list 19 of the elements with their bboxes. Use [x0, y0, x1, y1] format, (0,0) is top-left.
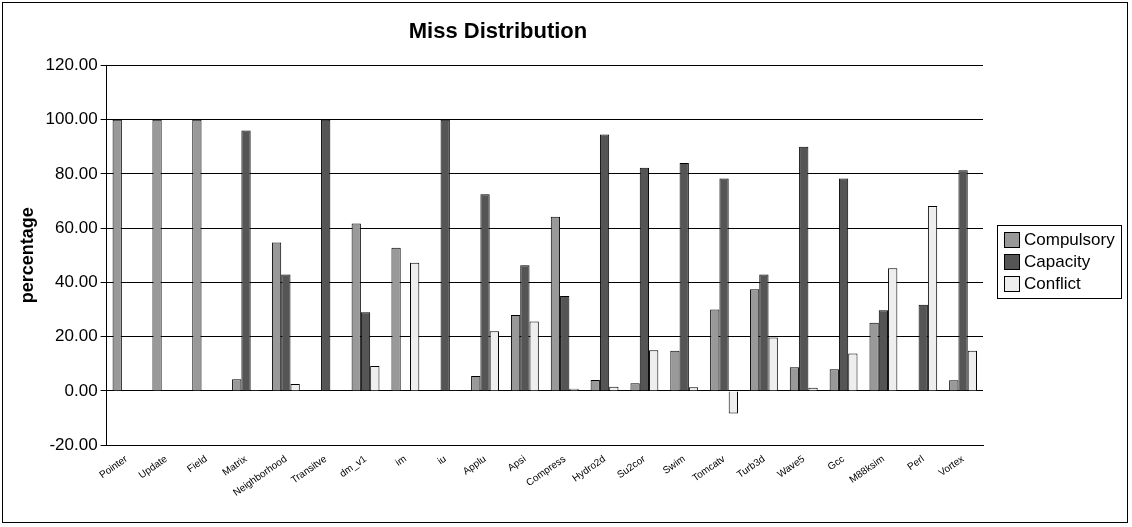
x-tick-label: Perl [905, 452, 926, 473]
chart-title: Miss Distribution [408, 18, 588, 44]
legend-label: Conflict [1024, 273, 1081, 295]
y-tick-label: 80.00 [55, 163, 98, 183]
y-tick-label: 20.00 [55, 326, 98, 346]
x-tick-label: im [393, 452, 409, 468]
x-tick-label: Apsi [505, 452, 528, 474]
y-tick-label: -20.00 [49, 434, 98, 454]
y-tick-label: 100.00 [45, 109, 98, 129]
x-tick-label: Field [184, 452, 209, 475]
y-tick-label: 40.00 [55, 272, 98, 292]
x-tick-label: iu [435, 452, 448, 467]
y-axis-title: percentage [16, 207, 37, 304]
y-tick-label: 60.00 [55, 217, 98, 237]
x-tick-label: Gcc [825, 452, 847, 473]
legend-label: Compulsory [1024, 229, 1115, 251]
legend-label: Capacity [1024, 251, 1091, 273]
y-tick-label: 0.00 [64, 380, 98, 400]
y-tick-label: 120.00 [45, 55, 98, 75]
